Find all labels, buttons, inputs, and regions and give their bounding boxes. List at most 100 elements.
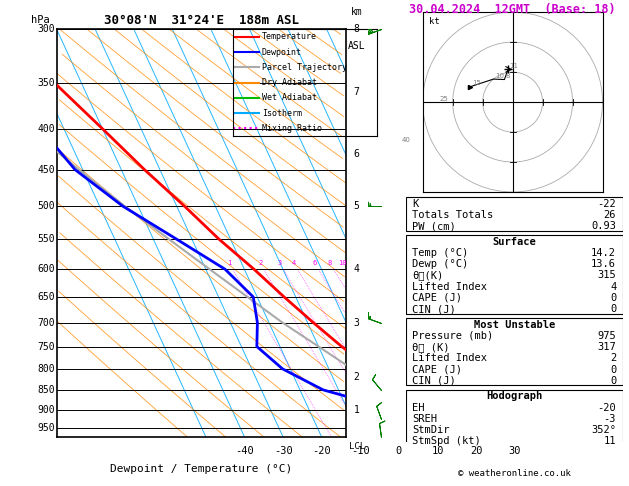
Text: 30°08'N  31°24'E  188m ASL: 30°08'N 31°24'E 188m ASL — [104, 14, 299, 27]
Text: 300: 300 — [38, 24, 55, 34]
Text: 26: 26 — [604, 210, 616, 220]
Text: hPa: hPa — [31, 15, 49, 25]
Text: 15: 15 — [472, 80, 481, 86]
Text: LCL: LCL — [348, 442, 365, 451]
Text: 14.2: 14.2 — [591, 248, 616, 258]
Text: -3: -3 — [604, 414, 616, 424]
Text: 11: 11 — [604, 436, 616, 447]
Text: Surface: Surface — [493, 237, 536, 246]
Text: 550: 550 — [38, 234, 55, 244]
Text: 25: 25 — [439, 96, 448, 102]
Text: SREH: SREH — [412, 414, 437, 424]
Text: CIN (J): CIN (J) — [412, 304, 456, 314]
Text: Dewp (°C): Dewp (°C) — [412, 259, 469, 269]
Text: 350: 350 — [38, 78, 55, 87]
Text: 1: 1 — [227, 260, 231, 266]
Text: 3: 3 — [353, 318, 360, 328]
Text: 2: 2 — [353, 372, 360, 382]
Text: 500: 500 — [38, 201, 55, 211]
Text: Temp (°C): Temp (°C) — [412, 248, 469, 258]
Text: 6: 6 — [313, 260, 316, 266]
Text: kt: kt — [429, 17, 440, 26]
Text: θᴇ (K): θᴇ (K) — [412, 342, 450, 352]
Text: 700: 700 — [38, 318, 55, 328]
Text: 2: 2 — [610, 353, 616, 364]
Text: 8: 8 — [506, 73, 510, 79]
Text: 750: 750 — [38, 342, 55, 351]
Text: 4: 4 — [610, 281, 616, 292]
Text: Isotherm: Isotherm — [262, 109, 302, 118]
Text: 40: 40 — [401, 137, 410, 142]
Text: 1: 1 — [353, 405, 360, 415]
Text: 900: 900 — [38, 405, 55, 415]
Text: 850: 850 — [38, 385, 55, 395]
Text: 950: 950 — [38, 423, 55, 434]
Text: 10: 10 — [495, 72, 504, 79]
Text: 0: 0 — [396, 446, 402, 455]
Text: 4: 4 — [353, 264, 360, 274]
Text: Dry Adiabat: Dry Adiabat — [262, 78, 316, 87]
Text: StmSpd (kt): StmSpd (kt) — [412, 436, 481, 447]
Text: 13.6: 13.6 — [591, 259, 616, 269]
Text: -20: -20 — [313, 446, 331, 455]
Bar — [406, 235, 623, 313]
Text: -30: -30 — [274, 446, 292, 455]
Bar — [406, 197, 623, 231]
Text: 800: 800 — [38, 364, 55, 374]
Text: 6: 6 — [353, 149, 360, 159]
Text: -10: -10 — [351, 446, 370, 455]
Text: 600: 600 — [38, 264, 55, 274]
Text: EH: EH — [412, 402, 425, 413]
Text: Most Unstable: Most Unstable — [474, 320, 555, 330]
Text: 10: 10 — [338, 260, 346, 266]
Text: 0: 0 — [610, 304, 616, 314]
Text: 8: 8 — [353, 24, 360, 34]
Text: Pressure (mb): Pressure (mb) — [412, 331, 494, 341]
Text: 650: 650 — [38, 292, 55, 302]
Text: Dewpoint / Temperature (°C): Dewpoint / Temperature (°C) — [110, 464, 292, 474]
Text: 3: 3 — [277, 260, 282, 266]
Text: 0: 0 — [610, 364, 616, 375]
Text: 317: 317 — [598, 342, 616, 352]
Text: -20: -20 — [598, 402, 616, 413]
Text: CIN (J): CIN (J) — [412, 376, 456, 386]
Text: θᴇ(K): θᴇ(K) — [412, 270, 443, 280]
Text: Mixing Ratio: Mixing Ratio — [262, 124, 321, 133]
Text: 2: 2 — [259, 260, 262, 266]
Text: Lifted Index: Lifted Index — [412, 281, 487, 292]
Text: 975: 975 — [598, 331, 616, 341]
Text: 4: 4 — [292, 260, 296, 266]
Text: 400: 400 — [38, 124, 55, 134]
Text: Wet Adiabat: Wet Adiabat — [262, 93, 316, 103]
Text: 0: 0 — [610, 376, 616, 386]
Text: 5: 5 — [353, 201, 360, 211]
Text: km: km — [351, 7, 362, 17]
Text: 8: 8 — [328, 260, 332, 266]
Text: -40: -40 — [235, 446, 254, 455]
Text: Temperature: Temperature — [262, 32, 316, 41]
Text: 20: 20 — [470, 446, 482, 455]
Text: 10: 10 — [431, 446, 444, 455]
Text: StmDir: StmDir — [412, 425, 450, 435]
Text: 450: 450 — [38, 165, 55, 174]
Text: CAPE (J): CAPE (J) — [412, 364, 462, 375]
Text: 7: 7 — [353, 87, 360, 97]
Text: -22: -22 — [598, 199, 616, 208]
Text: 30.04.2024  12GMT  (Base: 18): 30.04.2024 12GMT (Base: 18) — [409, 3, 616, 16]
Text: PW (cm): PW (cm) — [412, 221, 456, 231]
Bar — [406, 318, 623, 385]
Text: Totals Totals: Totals Totals — [412, 210, 494, 220]
Text: Dewpoint: Dewpoint — [262, 48, 302, 56]
Bar — [406, 390, 623, 446]
Text: 352°: 352° — [591, 425, 616, 435]
Text: © weatheronline.co.uk: © weatheronline.co.uk — [458, 469, 571, 478]
Text: 0.93: 0.93 — [591, 221, 616, 231]
Text: ASL: ASL — [348, 41, 365, 52]
Text: Hodograph: Hodograph — [486, 391, 542, 401]
Text: 11: 11 — [509, 63, 518, 69]
Text: CAPE (J): CAPE (J) — [412, 293, 462, 303]
Text: Parcel Trajectory: Parcel Trajectory — [262, 63, 347, 72]
Text: Lifted Index: Lifted Index — [412, 353, 487, 364]
Text: 0: 0 — [610, 293, 616, 303]
Text: 315: 315 — [598, 270, 616, 280]
